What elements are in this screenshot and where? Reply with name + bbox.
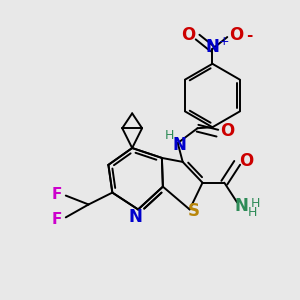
Text: O: O	[182, 26, 196, 44]
Text: H: H	[165, 129, 175, 142]
Text: F: F	[52, 187, 62, 202]
Text: O: O	[220, 122, 234, 140]
Text: N: N	[128, 208, 142, 226]
Text: +: +	[219, 34, 230, 47]
Text: -: -	[246, 28, 252, 43]
Text: H: H	[250, 197, 260, 210]
Text: N: N	[234, 197, 248, 215]
Text: N: N	[206, 38, 219, 56]
Text: S: S	[188, 202, 200, 220]
Text: H: H	[248, 206, 257, 219]
Text: F: F	[52, 212, 62, 227]
Text: O: O	[239, 152, 253, 170]
Text: O: O	[229, 26, 243, 44]
Text: N: N	[173, 136, 187, 154]
